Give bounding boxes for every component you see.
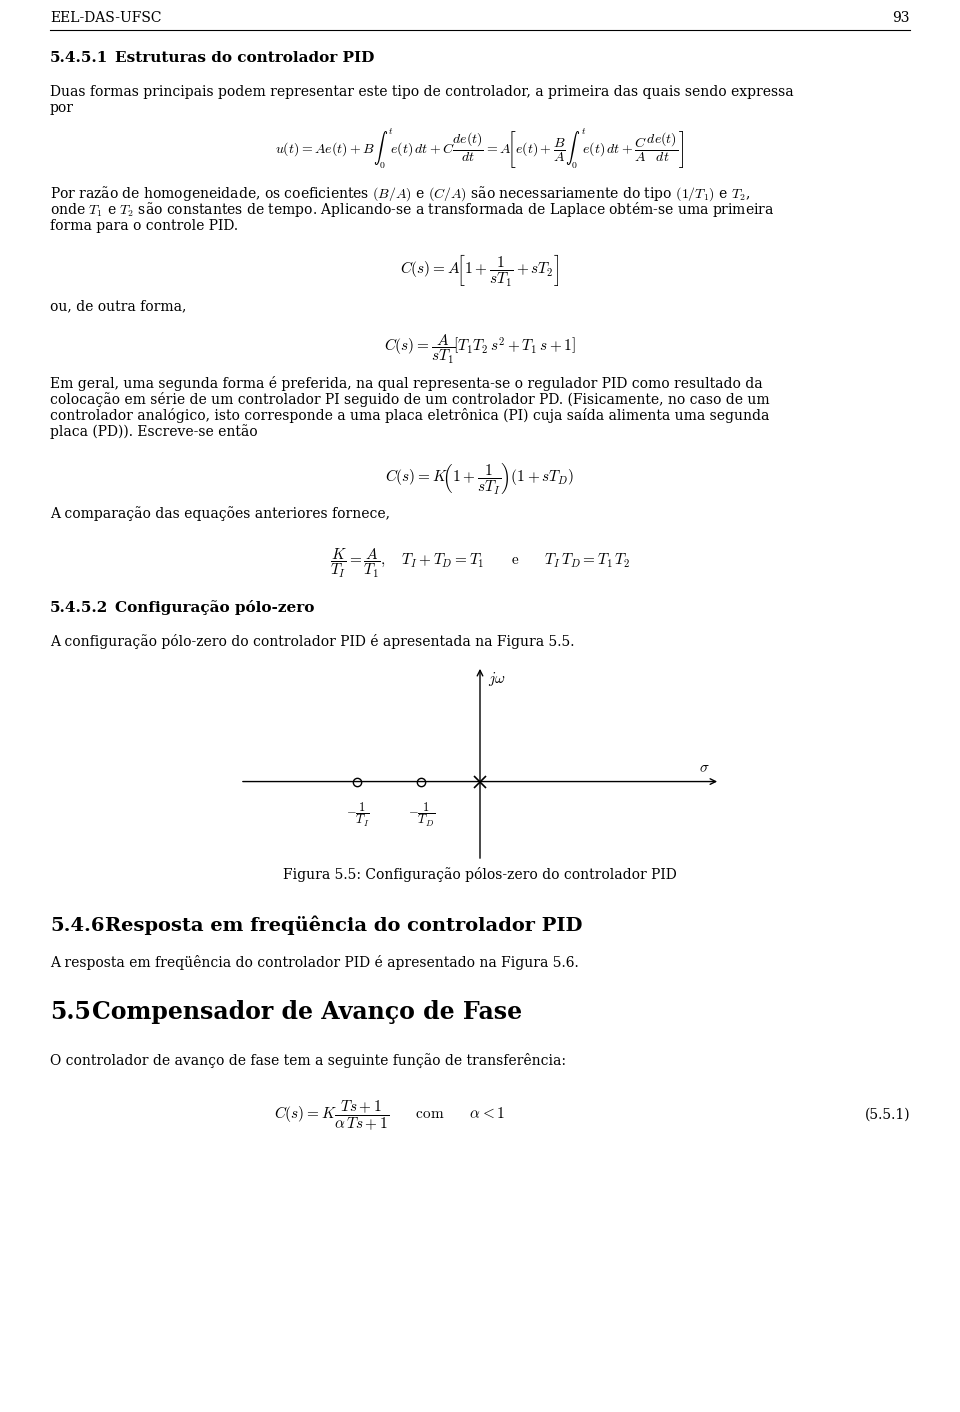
Text: $\sigma$: $\sigma$ [699,761,709,775]
Text: $C(s) = A\!\left[1+\dfrac{1}{sT_1}+sT_2\right]$: $C(s) = A\!\left[1+\dfrac{1}{sT_1}+sT_2\… [400,253,560,288]
Text: Por razão de homogeneidade, os coeficientes $(B/A)$ e $(C/A)$ são necessariament: Por razão de homogeneidade, os coeficien… [50,185,750,203]
Text: $-\dfrac{1}{T_D}$: $-\dfrac{1}{T_D}$ [408,802,435,829]
Text: Configuração pólo-zero: Configuração pólo-zero [115,600,314,616]
Text: 5.4.5.1: 5.4.5.1 [50,51,108,65]
Text: Em geral, uma segunda forma é preferida, na qual representa-se o regulador PID c: Em geral, uma segunda forma é preferida,… [50,376,762,391]
Text: placa (PD)). Escreve-se então: placa (PD)). Escreve-se então [50,424,257,439]
Text: Estruturas do controlador PID: Estruturas do controlador PID [115,51,374,65]
Text: 93: 93 [893,11,910,25]
Text: Figura 5.5: Configuração pólos-zero do controlador PID: Figura 5.5: Configuração pólos-zero do c… [283,867,677,882]
Text: A comparação das equações anteriores fornece,: A comparação das equações anteriores for… [50,505,390,521]
Text: 5.5: 5.5 [50,1000,91,1024]
Text: $-\dfrac{1}{T_I}$: $-\dfrac{1}{T_I}$ [346,802,370,829]
Text: A resposta em freqüência do controlador PID é apresentado na Figura 5.6.: A resposta em freqüência do controlador … [50,955,579,970]
Text: EEL-DAS-UFSC: EEL-DAS-UFSC [50,11,161,25]
Text: controlador analógico, isto corresponde a uma placa eletrônica (PI) cuja saída a: controlador analógico, isto corresponde … [50,408,769,424]
Text: 5.4.5.2: 5.4.5.2 [50,602,108,616]
Text: onde $T_1$ e $T_2$ são constantes de tempo. Aplicando-se a transformada de Lapla: onde $T_1$ e $T_2$ são constantes de tem… [50,201,775,219]
Text: Compensador de Avanço de Fase: Compensador de Avanço de Fase [92,1000,522,1024]
Text: por: por [50,102,74,114]
Text: forma para o controle PID.: forma para o controle PID. [50,219,238,233]
Text: $C(s) = \dfrac{A}{sT_1}\!\left[T_1 T_2\,s^2 + T_1\,s + 1\right]$: $C(s) = \dfrac{A}{sT_1}\!\left[T_1 T_2\,… [384,333,576,367]
Text: O controlador de avanço de fase tem a seguinte função de transferência:: O controlador de avanço de fase tem a se… [50,1053,566,1067]
Text: ou, de outra forma,: ou, de outra forma, [50,299,186,313]
Text: A configuração pólo-zero do controlador PID é apresentada na Figura 5.5.: A configuração pólo-zero do controlador … [50,634,574,650]
Text: $j\omega$: $j\omega$ [488,669,506,688]
Text: Duas formas principais podem representar este tipo de controlador, a primeira da: Duas formas principais podem representar… [50,85,794,99]
Text: $u(t) = Ae(t)+B\int_0^t\!e(t)\,dt+C\dfrac{de(t)}{dt}=A\!\left[e(t)+\dfrac{B}{A}\: $u(t) = Ae(t)+B\int_0^t\!e(t)\,dt+C\dfra… [276,127,684,171]
Text: (5.5.1): (5.5.1) [864,1108,910,1123]
Text: 5.4.6: 5.4.6 [50,916,105,935]
Text: Resposta em freqüência do controlador PID: Resposta em freqüência do controlador PI… [105,915,583,935]
Text: $C(s) = K\dfrac{Ts+1}{\alpha\, Ts+1}\qquad\mathrm{com}\qquad\alpha < 1$: $C(s) = K\dfrac{Ts+1}{\alpha\, Ts+1}\qqu… [275,1099,506,1132]
Text: $C(s) = K\!\left(1 + \dfrac{1}{sT_I}\right)(1+sT_D)$: $C(s) = K\!\left(1 + \dfrac{1}{sT_I}\rig… [386,460,574,497]
Text: $\dfrac{K}{T_I}=\dfrac{A}{T_1},\quad T_I+T_D=T_1\qquad\mathrm{e}\qquad T_I\,T_D=: $\dfrac{K}{T_I}=\dfrac{A}{T_1},\quad T_I… [329,546,631,580]
Text: colocação em série de um controlador PI seguido de um controlador PD. (Fisicamen: colocação em série de um controlador PI … [50,393,770,407]
